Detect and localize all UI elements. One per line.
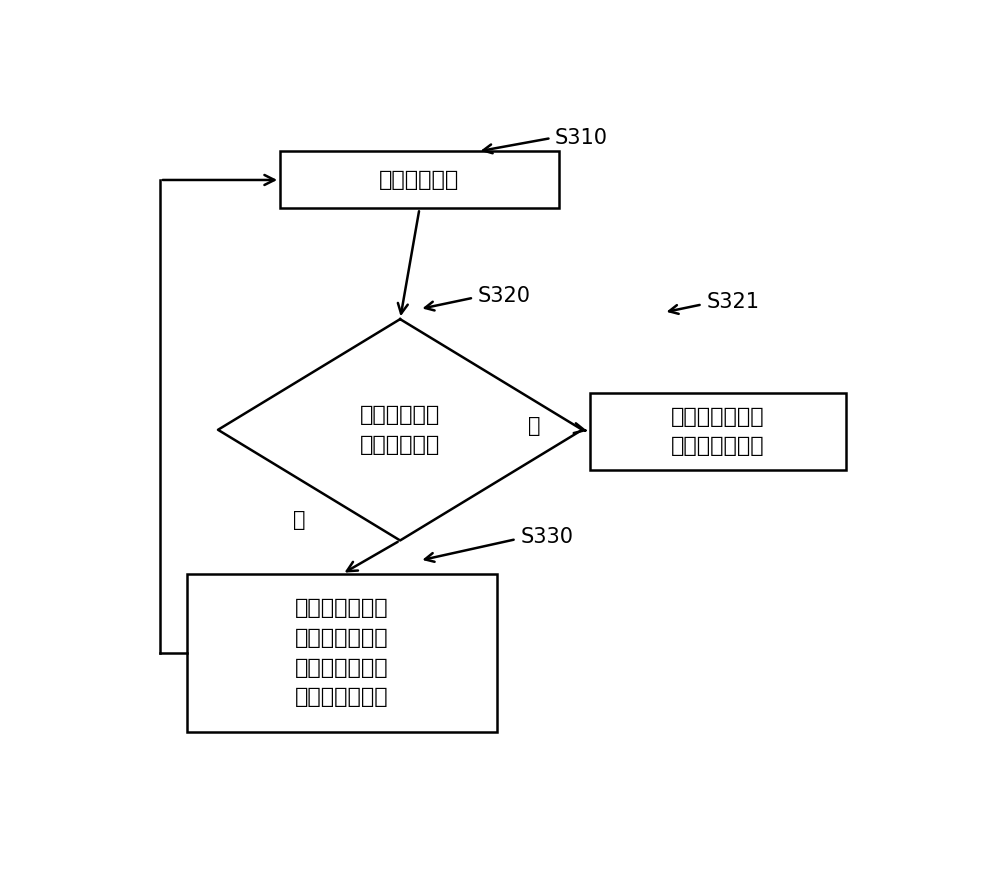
FancyBboxPatch shape (187, 574, 497, 732)
Text: 电池电量判断: 电池电量判断 (379, 170, 460, 190)
Text: 提前一段时间发
出需要充电提示: 提前一段时间发 出需要充电提示 (671, 407, 765, 456)
Text: 电池电量不足
保持加热保温: 电池电量不足 保持加热保温 (360, 405, 440, 455)
Text: 给出下降到可充
电温度的估算时
间以及维持当下
加热保温的能耗: 给出下降到可充 电温度的估算时 间以及维持当下 加热保温的能耗 (295, 598, 389, 707)
Text: S330: S330 (520, 527, 573, 547)
Text: 否: 否 (293, 510, 306, 530)
Text: S310: S310 (555, 128, 608, 148)
Text: 是: 是 (528, 416, 540, 436)
FancyBboxPatch shape (280, 152, 559, 208)
Text: S321: S321 (706, 293, 759, 313)
FancyBboxPatch shape (590, 393, 846, 470)
Text: S320: S320 (478, 286, 531, 306)
Polygon shape (218, 319, 582, 540)
